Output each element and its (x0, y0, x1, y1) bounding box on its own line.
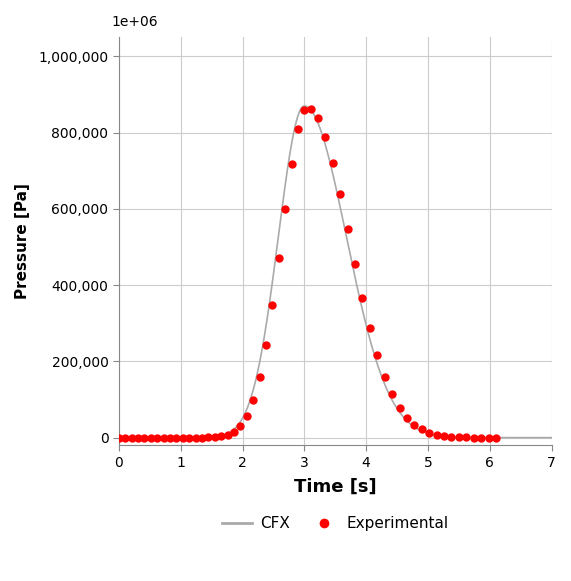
CFX (493, 434, 500, 441)
Experimental (484, 433, 493, 442)
Experimental (358, 293, 367, 302)
Experimental (417, 425, 427, 434)
Experimental (395, 403, 404, 413)
Experimental (255, 372, 264, 382)
Experimental (328, 158, 337, 167)
CFX (282, 184, 288, 191)
Experimental (191, 433, 200, 442)
Experimental (336, 189, 345, 199)
Experimental (262, 341, 271, 350)
CFX (301, 102, 308, 109)
Experimental (287, 159, 296, 168)
Experimental (343, 224, 352, 234)
Experimental (306, 104, 315, 113)
Experimental (210, 432, 219, 442)
Experimental (120, 433, 130, 442)
CFX (115, 434, 122, 441)
CFX (548, 434, 555, 441)
Experimental (114, 433, 123, 442)
Experimental (280, 205, 289, 214)
Experimental (236, 421, 245, 431)
Experimental (300, 106, 309, 115)
Experimental (447, 432, 456, 442)
CFX (191, 434, 198, 441)
X-axis label: Time [s]: Time [s] (294, 478, 376, 496)
Y-axis label: Pressure [Pa]: Pressure [Pa] (15, 184, 30, 299)
Experimental (248, 396, 258, 405)
Experimental (321, 132, 330, 141)
Experimental (351, 259, 360, 268)
Experimental (380, 372, 389, 381)
Experimental (462, 433, 471, 442)
Experimental (172, 433, 181, 442)
Experimental (184, 433, 194, 442)
Experimental (178, 433, 187, 442)
Text: 1e+06: 1e+06 (112, 15, 159, 29)
Experimental (146, 433, 155, 442)
Experimental (440, 431, 449, 440)
Experimental (204, 433, 213, 442)
Experimental (223, 430, 232, 439)
Experimental (293, 124, 303, 134)
Experimental (152, 433, 162, 442)
Experimental (432, 430, 441, 439)
Experimental (388, 390, 397, 399)
Experimental (365, 324, 375, 333)
Experimental (159, 433, 168, 442)
Experimental (198, 433, 207, 442)
CFX (300, 103, 307, 110)
Experimental (469, 433, 478, 442)
Line: CFX: CFX (119, 106, 552, 437)
Experimental (140, 433, 149, 442)
Experimental (425, 428, 434, 437)
Experimental (216, 432, 226, 441)
Experimental (313, 113, 323, 123)
Experimental (492, 433, 501, 442)
Experimental (274, 254, 283, 263)
Experimental (410, 420, 419, 429)
Experimental (373, 350, 382, 360)
Legend: CFX, Experimental: CFX, Experimental (216, 510, 455, 537)
Experimental (127, 433, 136, 442)
Experimental (477, 433, 486, 442)
CFX (540, 434, 546, 441)
Experimental (268, 300, 277, 310)
Experimental (166, 433, 175, 442)
Experimental (403, 413, 412, 422)
Experimental (455, 432, 464, 442)
Experimental (242, 411, 251, 421)
CFX (165, 434, 172, 441)
Experimental (230, 427, 239, 436)
Experimental (134, 433, 143, 442)
